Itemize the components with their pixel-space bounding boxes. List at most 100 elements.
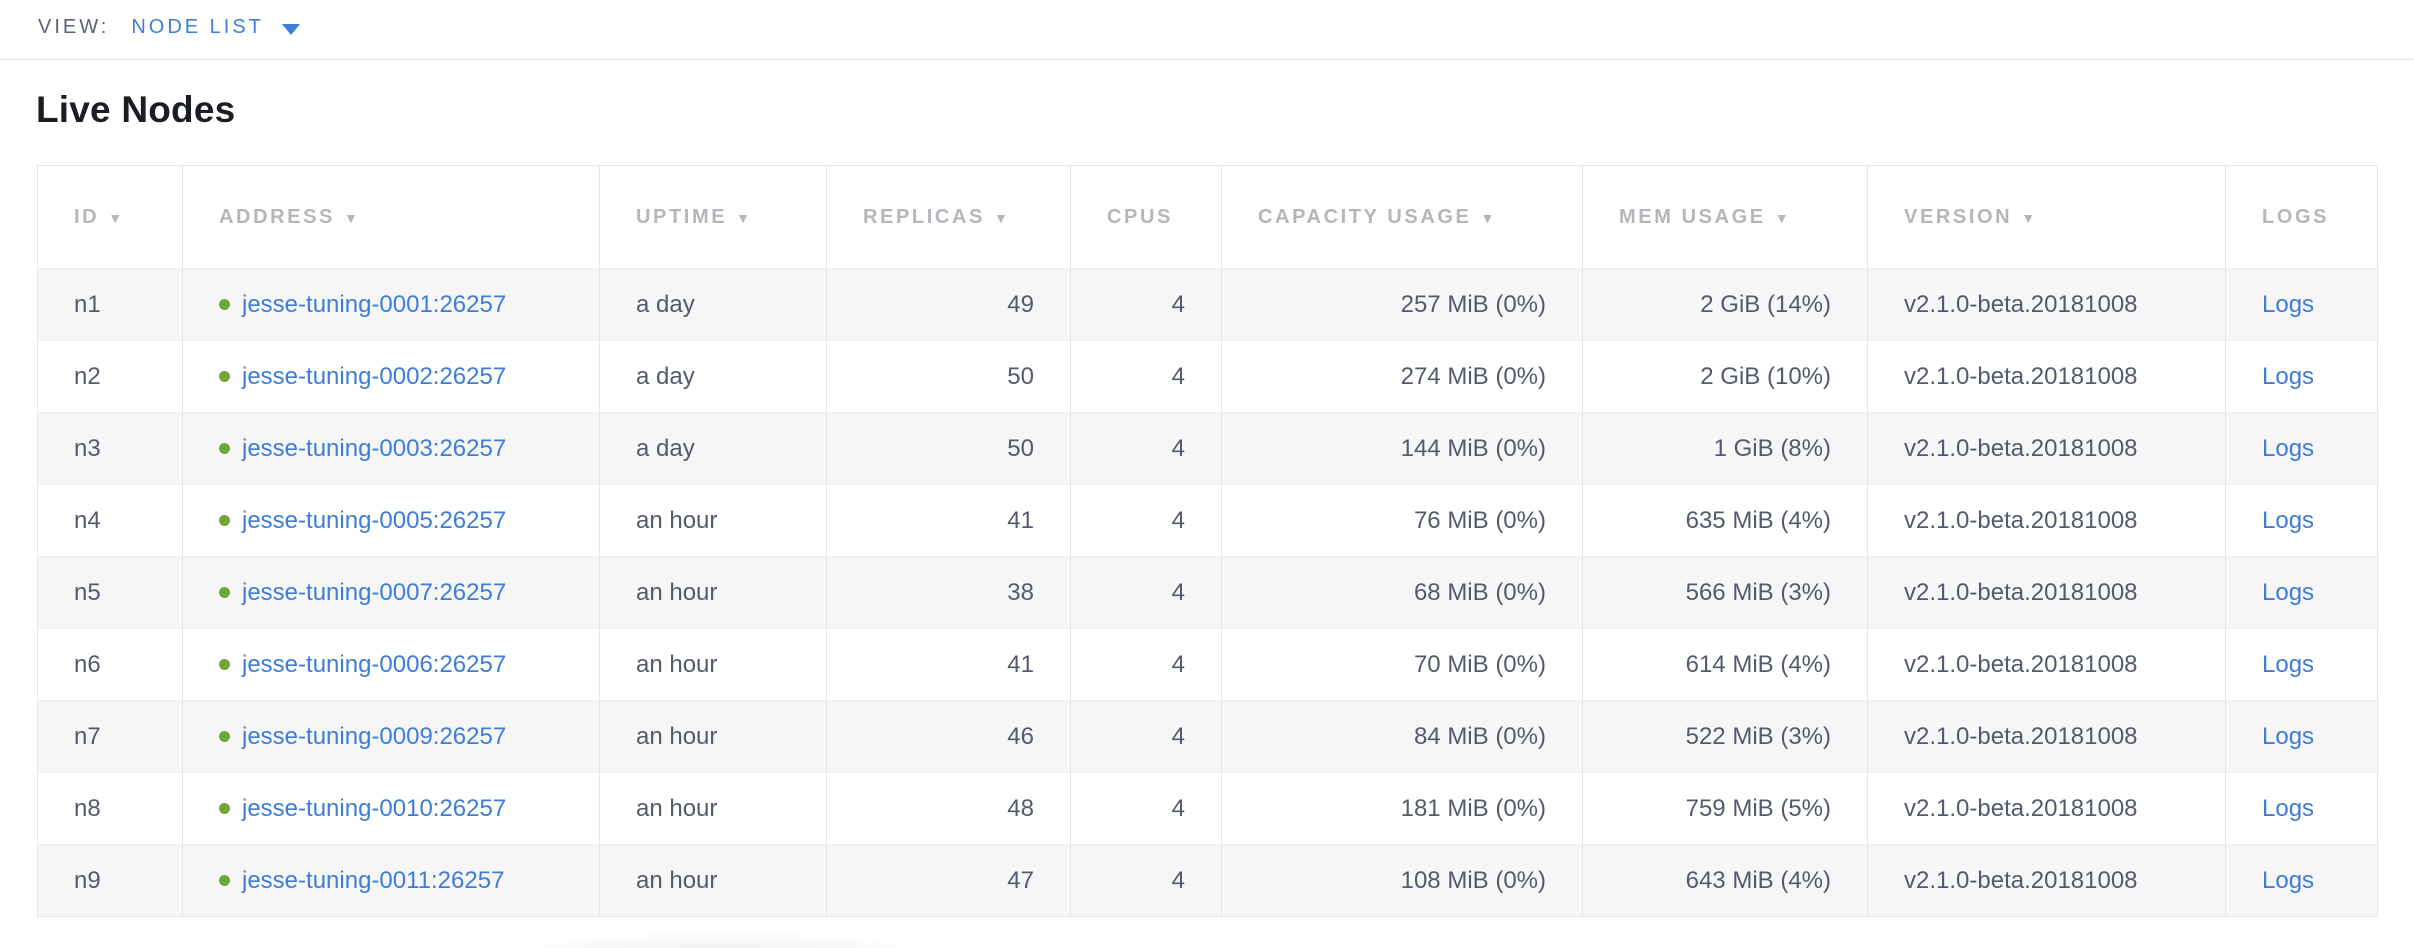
node-capacity-cell: 68 MiB (0%) bbox=[1221, 556, 1583, 629]
live-nodes-table: ID ▼ ADDRESS ▼ UPTIME ▼ REPLICAS ▼ CPUS CAPACITY … bbox=[37, 165, 2378, 917]
node-version-cell: v2.1.0-beta.20181008 bbox=[1867, 556, 2226, 629]
node-version-cell: v2.1.0-beta.20181008 bbox=[1867, 484, 2226, 557]
node-mem-cell: 759 MiB (5%) bbox=[1582, 772, 1868, 845]
sort-caret-icon: ▼ bbox=[108, 209, 125, 226]
node-row-n3: n3 jesse-tuning-0003:26257 a day 50 4 144 MiB… bbox=[37, 412, 2378, 485]
column-label: UPTIME bbox=[636, 205, 728, 228]
node-id-cell: n9 bbox=[37, 844, 183, 917]
node-mem-cell: 522 MiB (3%) bbox=[1582, 700, 1868, 773]
node-id-cell: n8 bbox=[37, 772, 183, 845]
node-logs-link[interactable]: Logs bbox=[2262, 722, 2315, 750]
node-live-status-icon bbox=[219, 802, 230, 814]
node-cpus-cell: 4 bbox=[1070, 772, 1222, 845]
node-logs-cell: Logs bbox=[2225, 268, 2378, 341]
column-label: MEM USAGE bbox=[1619, 205, 1766, 228]
node-logs-cell: Logs bbox=[2225, 340, 2378, 413]
node-uptime-cell: an hour bbox=[599, 484, 827, 557]
column-label: VERSION bbox=[1904, 205, 2013, 228]
column-header-replicas[interactable]: REPLICAS ▼ bbox=[826, 165, 1071, 269]
node-uptime-cell: an hour bbox=[599, 700, 827, 773]
node-row-n4: n4 jesse-tuning-0005:26257 an hour 41 4 76 Mi… bbox=[37, 484, 2378, 557]
column-header-uptime[interactable]: UPTIME ▼ bbox=[599, 165, 827, 269]
node-version-cell: v2.1.0-beta.20181008 bbox=[1867, 772, 2226, 845]
node-row-n1: n1 jesse-tuning-0001:26257 a day 49 4 257 MiB… bbox=[37, 268, 2378, 341]
view-bar: VIEW: NODE LIST bbox=[0, 0, 2414, 60]
node-address-link[interactable]: jesse-tuning-0009:26257 bbox=[242, 722, 507, 750]
sort-caret-icon: ▼ bbox=[1774, 209, 1792, 226]
node-logs-link[interactable]: Logs bbox=[2262, 650, 2315, 678]
node-uptime-cell: an hour bbox=[599, 628, 827, 701]
node-address-link[interactable]: jesse-tuning-0003:26257 bbox=[242, 434, 507, 462]
node-replicas-cell: 50 bbox=[826, 412, 1071, 485]
node-mem-cell: 2 GiB (14%) bbox=[1582, 268, 1868, 341]
node-version-cell: v2.1.0-beta.20181008 bbox=[1867, 628, 2226, 701]
column-header-version[interactable]: VERSION ▼ bbox=[1867, 165, 2226, 269]
node-replicas-cell: 46 bbox=[826, 700, 1071, 773]
node-address-cell: jesse-tuning-0010:26257 bbox=[182, 772, 600, 845]
page-title: Live Nodes bbox=[36, 89, 236, 130]
column-header-logs: LOGS bbox=[2225, 165, 2378, 269]
node-row-n2: n2 jesse-tuning-0002:26257 a day 50 4 274 MiB… bbox=[37, 340, 2378, 413]
node-replicas-cell: 41 bbox=[826, 484, 1071, 557]
node-address-cell: jesse-tuning-0001:26257 bbox=[182, 268, 600, 341]
node-row-n9: n9 jesse-tuning-0011:26257 an hour 47 4 108 M… bbox=[37, 844, 2378, 917]
node-id-cell: n7 bbox=[37, 700, 183, 773]
column-header-address[interactable]: ADDRESS ▼ bbox=[182, 165, 600, 269]
node-live-status-icon bbox=[219, 874, 230, 886]
node-address-link[interactable]: jesse-tuning-0007:26257 bbox=[242, 578, 507, 606]
node-mem-cell: 1 GiB (8%) bbox=[1582, 412, 1868, 485]
node-row-n5: n5 jesse-tuning-0007:26257 an hour 38 4 68 Mi… bbox=[37, 556, 2378, 629]
node-live-status-icon bbox=[219, 586, 230, 598]
column-label: REPLICAS bbox=[863, 205, 985, 228]
node-version-cell: v2.1.0-beta.20181008 bbox=[1867, 268, 2226, 341]
view-dropdown-value: NODE LIST bbox=[131, 16, 264, 38]
node-address-cell: jesse-tuning-0009:26257 bbox=[182, 700, 600, 773]
node-uptime-cell: a day bbox=[599, 268, 827, 341]
node-cpus-cell: 4 bbox=[1070, 484, 1222, 557]
node-logs-cell: Logs bbox=[2225, 412, 2378, 485]
node-replicas-cell: 48 bbox=[826, 772, 1071, 845]
node-logs-cell: Logs bbox=[2225, 628, 2378, 701]
node-uptime-cell: a day bbox=[599, 340, 827, 413]
column-header-mem[interactable]: MEM USAGE ▼ bbox=[1582, 165, 1868, 269]
node-logs-link[interactable]: Logs bbox=[2262, 434, 2315, 462]
node-capacity-cell: 274 MiB (0%) bbox=[1221, 340, 1583, 413]
node-version-cell: v2.1.0-beta.20181008 bbox=[1867, 844, 2226, 917]
node-row-n6: n6 jesse-tuning-0006:26257 an hour 41 4 70 Mi… bbox=[37, 628, 2378, 701]
node-live-status-icon bbox=[219, 514, 230, 526]
node-mem-cell: 643 MiB (4%) bbox=[1582, 844, 1868, 917]
node-capacity-cell: 84 MiB (0%) bbox=[1221, 700, 1583, 773]
node-logs-link[interactable]: Logs bbox=[2262, 362, 2315, 390]
node-logs-link[interactable]: Logs bbox=[2262, 794, 2315, 822]
node-mem-cell: 635 MiB (4%) bbox=[1582, 484, 1868, 557]
node-logs-link[interactable]: Logs bbox=[2262, 578, 2315, 606]
table-header-row: ID ▼ ADDRESS ▼ UPTIME ▼ REPLICAS ▼ CPUS CAPACITY … bbox=[37, 165, 2378, 269]
node-address-link[interactable]: jesse-tuning-0002:26257 bbox=[242, 362, 507, 390]
node-address-link[interactable]: jesse-tuning-0001:26257 bbox=[242, 290, 507, 318]
column-header-id[interactable]: ID ▼ bbox=[37, 165, 183, 269]
node-id-cell: n2 bbox=[37, 340, 183, 413]
node-mem-cell: 2 GiB (10%) bbox=[1582, 340, 1868, 413]
node-replicas-cell: 50 bbox=[826, 340, 1071, 413]
sort-caret-icon: ▼ bbox=[1480, 209, 1497, 226]
node-address-link[interactable]: jesse-tuning-0011:26257 bbox=[242, 866, 505, 894]
column-label: ADDRESS bbox=[219, 205, 335, 228]
node-capacity-cell: 70 MiB (0%) bbox=[1221, 628, 1583, 701]
node-mem-cell: 566 MiB (3%) bbox=[1582, 556, 1868, 629]
view-dropdown[interactable]: NODE LIST bbox=[131, 16, 300, 39]
column-header-capacity[interactable]: CAPACITY USAGE ▼ bbox=[1221, 165, 1583, 269]
sort-caret-icon: ▼ bbox=[2021, 209, 2038, 226]
node-version-cell: v2.1.0-beta.20181008 bbox=[1867, 412, 2226, 485]
node-address-link[interactable]: jesse-tuning-0005:26257 bbox=[242, 506, 507, 534]
node-address-link[interactable]: jesse-tuning-0010:26257 bbox=[242, 794, 507, 822]
node-address-cell: jesse-tuning-0005:26257 bbox=[182, 484, 600, 557]
node-logs-link[interactable]: Logs bbox=[2262, 866, 2315, 894]
node-address-link[interactable]: jesse-tuning-0006:26257 bbox=[242, 650, 507, 678]
node-live-status-icon bbox=[219, 658, 230, 670]
node-logs-cell: Logs bbox=[2225, 700, 2378, 773]
node-logs-link[interactable]: Logs bbox=[2262, 290, 2315, 318]
node-id-cell: n6 bbox=[37, 628, 183, 701]
node-uptime-cell: an hour bbox=[599, 556, 827, 629]
node-logs-link[interactable]: Logs bbox=[2262, 506, 2315, 534]
node-uptime-cell: an hour bbox=[599, 772, 827, 845]
